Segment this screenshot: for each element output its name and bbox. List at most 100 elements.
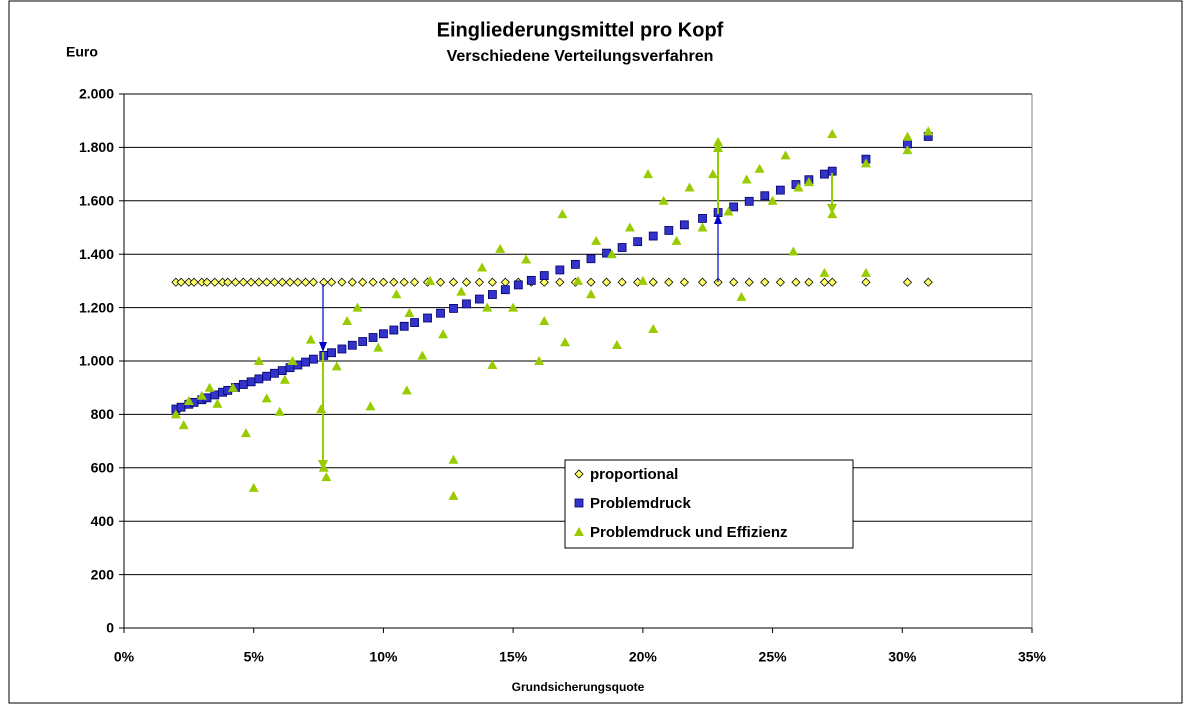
point [643,169,654,179]
marks [170,126,934,500]
point [902,145,913,155]
point [902,277,913,287]
point [820,169,829,179]
point [261,393,272,403]
point [331,361,342,371]
point [196,390,207,400]
point [326,277,337,287]
point [230,277,241,287]
point [279,374,290,384]
point [274,406,285,416]
point [477,262,488,272]
point [729,277,739,287]
point [308,354,318,364]
point [277,366,287,376]
point [624,222,635,232]
point [448,454,459,464]
point [698,214,707,223]
point [248,482,259,492]
chart-frame [8,0,1183,704]
point [342,315,353,325]
point [521,254,532,264]
point [474,277,484,287]
point [760,191,770,201]
point [744,277,754,287]
y-tick-label: 1.800 [79,139,114,155]
point [210,277,220,287]
point [671,235,682,245]
point [586,277,596,287]
legend-marker [574,469,584,479]
point [240,428,251,438]
point [391,289,402,299]
legend-marker [574,527,584,536]
point [449,304,458,313]
point [923,277,933,287]
point [347,340,357,350]
point [262,277,272,287]
point [399,277,409,287]
point [658,195,669,205]
point [819,277,830,287]
point [410,318,419,327]
point [713,137,724,147]
point [539,271,549,280]
point [571,259,580,269]
point [293,277,303,287]
point [495,243,506,253]
point [860,267,871,277]
point [487,290,497,299]
point [347,277,357,287]
point [389,277,399,287]
legend-label: proportional [590,466,678,483]
point [729,202,739,212]
point [262,371,272,381]
point [246,277,256,287]
point [270,368,279,378]
point [791,277,801,287]
point [417,350,428,360]
point [178,420,189,430]
arrow-head [319,342,327,352]
point [254,374,264,384]
point [365,401,376,411]
point [648,323,659,333]
point [202,277,212,287]
point [204,382,215,392]
point [555,277,565,287]
point [227,382,238,392]
point [487,360,498,370]
x-tick-label: 20% [629,649,658,665]
point [301,357,311,367]
point [617,277,627,287]
point [513,280,523,290]
point [409,277,420,287]
point [254,277,264,287]
point [438,329,449,339]
x-tick-label: 25% [759,649,788,665]
point [461,277,472,287]
point [456,286,467,296]
point [401,385,412,395]
point [767,195,778,205]
point [352,302,363,312]
y-tick-label: 1.000 [79,353,114,369]
point [287,356,298,365]
point [601,277,612,287]
point [425,275,436,285]
point [435,277,446,287]
point [560,337,571,347]
y-tick-label: 1.400 [79,246,114,262]
point [679,277,689,287]
point [176,277,186,287]
grid: 0 200 400 600 800 1.000 1.200 1.400 1.600 1.800 2.… [79,86,1047,665]
point [389,325,399,335]
point [176,402,186,412]
y-tick-label: 800 [91,406,115,422]
x-tick-label: 35% [1018,649,1047,665]
point [775,185,785,195]
point [648,231,658,241]
arrows [318,142,837,470]
point [539,277,549,287]
